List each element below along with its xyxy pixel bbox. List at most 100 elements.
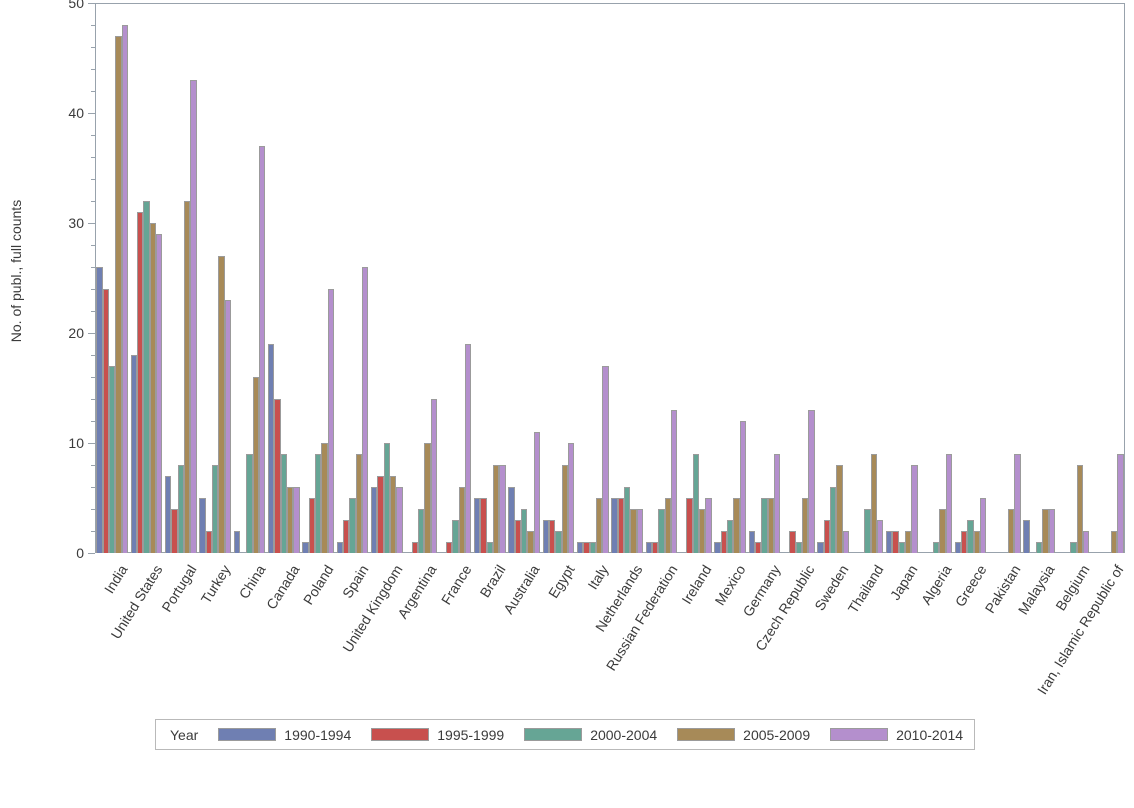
bar-2010-2014 — [190, 80, 197, 553]
y-minor-tick — [91, 179, 95, 180]
y-major-tick — [88, 3, 95, 4]
bar-2010-2014 — [258, 146, 266, 553]
bar-2000-2004 — [1070, 542, 1077, 553]
bar-2010-2014 — [911, 465, 918, 553]
y-minor-tick — [91, 421, 95, 422]
bar-2010-2014 — [567, 443, 575, 553]
bar-2010-2014 — [945, 454, 952, 553]
bar-2000-2004 — [246, 454, 253, 553]
bar-1990-1994 — [1023, 520, 1030, 553]
bar-2010-2014 — [739, 421, 746, 553]
bar-2005-2009 — [836, 465, 843, 553]
bar-2010-2014 — [361, 267, 369, 553]
legend-entry: 2010-2014 — [830, 727, 963, 743]
bar-2005-2009 — [424, 443, 431, 553]
bar-1990-1994 — [645, 542, 653, 553]
legend-swatch-icon — [830, 728, 889, 741]
bar-2010-2014 — [842, 531, 849, 553]
bar-2005-2009 — [218, 256, 225, 553]
bar-2000-2004 — [349, 498, 356, 553]
bar-2010-2014 — [1014, 454, 1021, 553]
bar-2000-2004 — [830, 487, 837, 553]
y-minor-tick — [91, 311, 95, 312]
legend-entry: 1995-1999 — [371, 727, 504, 743]
legend-entry: 1990-1994 — [218, 727, 351, 743]
legend-label: 1995-1999 — [437, 726, 505, 743]
y-tick-label: 0 — [76, 545, 84, 561]
bar-2005-2009 — [1076, 465, 1083, 553]
bar-1995-1999 — [686, 498, 693, 553]
bar-1990-1994 — [577, 542, 584, 553]
y-axis-title: No. of publ., full counts — [8, 199, 24, 343]
y-tick-label: 10 — [68, 435, 84, 451]
y-minor-tick — [91, 47, 95, 48]
legend-label: 2010-2014 — [896, 726, 964, 743]
bar-1995-1999 — [892, 531, 899, 553]
y-tick-label: 40 — [68, 105, 84, 121]
bar-2005-2009 — [801, 498, 809, 553]
bar-2000-2004 — [315, 454, 322, 553]
bar-2000-2004 — [280, 454, 287, 553]
bar-1995-1999 — [549, 520, 556, 553]
y-minor-tick — [91, 355, 95, 356]
y-major-tick — [88, 443, 95, 444]
bar-1995-1999 — [789, 531, 796, 553]
y-minor-tick — [91, 157, 95, 158]
bar-2010-2014 — [1048, 509, 1055, 553]
bar-2010-2014 — [808, 410, 815, 553]
bar-2010-2014 — [293, 487, 300, 553]
bar-2005-2009 — [149, 223, 156, 553]
bar-2010-2014 — [327, 289, 334, 553]
legend-entry: 2000-2004 — [524, 727, 657, 743]
bar-2000-2004 — [761, 498, 768, 553]
y-tick-label: 30 — [68, 215, 84, 231]
bar-2005-2009 — [1007, 509, 1015, 553]
legend-swatch-icon — [218, 728, 277, 741]
bar-1995-1999 — [308, 498, 315, 553]
bar-2000-2004 — [486, 542, 493, 553]
bar-1990-1994 — [886, 531, 893, 553]
bar-1995-1999 — [446, 542, 453, 553]
legend-label: 2005-2009 — [743, 726, 811, 743]
bar-1995-1999 — [652, 542, 659, 553]
bar-2005-2009 — [1110, 531, 1118, 553]
bar-1995-1999 — [343, 520, 350, 553]
y-minor-tick — [91, 25, 95, 26]
y-minor-tick — [91, 267, 95, 268]
bar-2000-2004 — [177, 465, 184, 553]
bar-2000-2004 — [143, 201, 150, 553]
bar-2005-2009 — [183, 201, 191, 553]
bar-2005-2009 — [321, 443, 328, 553]
bar-2000-2004 — [383, 443, 390, 553]
bar-1995-1999 — [583, 542, 590, 553]
bar-2005-2009 — [1042, 509, 1049, 553]
bar-2000-2004 — [555, 531, 562, 553]
bar-2000-2004 — [589, 542, 596, 553]
bar-2010-2014 — [155, 234, 163, 553]
legend-swatch-icon — [371, 728, 430, 741]
bar-1990-1994 — [165, 476, 172, 553]
y-major-tick — [88, 333, 95, 334]
legend-title: Year — [170, 726, 199, 743]
bar-1995-1999 — [274, 399, 281, 553]
bar-2000-2004 — [898, 542, 905, 553]
bar-2005-2009 — [595, 498, 603, 553]
bar-1990-1994 — [542, 520, 550, 553]
grouped-bar-chart: No. of publ., full counts 0 10 20 30 40 50 In… — [8, 0, 1126, 750]
bar-1990-1994 — [268, 344, 275, 553]
bar-1990-1994 — [611, 498, 618, 553]
bar-1995-1999 — [137, 212, 144, 553]
bar-2000-2004 — [864, 509, 871, 553]
bar-2005-2009 — [630, 509, 637, 553]
y-minor-tick — [91, 465, 95, 466]
bar-1995-1999 — [377, 476, 384, 553]
bar-2010-2014 — [464, 344, 472, 553]
y-minor-tick — [91, 201, 95, 202]
bar-2010-2014 — [979, 498, 987, 553]
bar-1995-1999 — [480, 498, 487, 553]
bar-1995-1999 — [205, 531, 212, 553]
y-minor-tick — [91, 487, 95, 488]
legend-swatch-icon — [524, 728, 583, 741]
bar-2005-2009 — [767, 498, 774, 553]
y-minor-tick — [91, 289, 95, 290]
